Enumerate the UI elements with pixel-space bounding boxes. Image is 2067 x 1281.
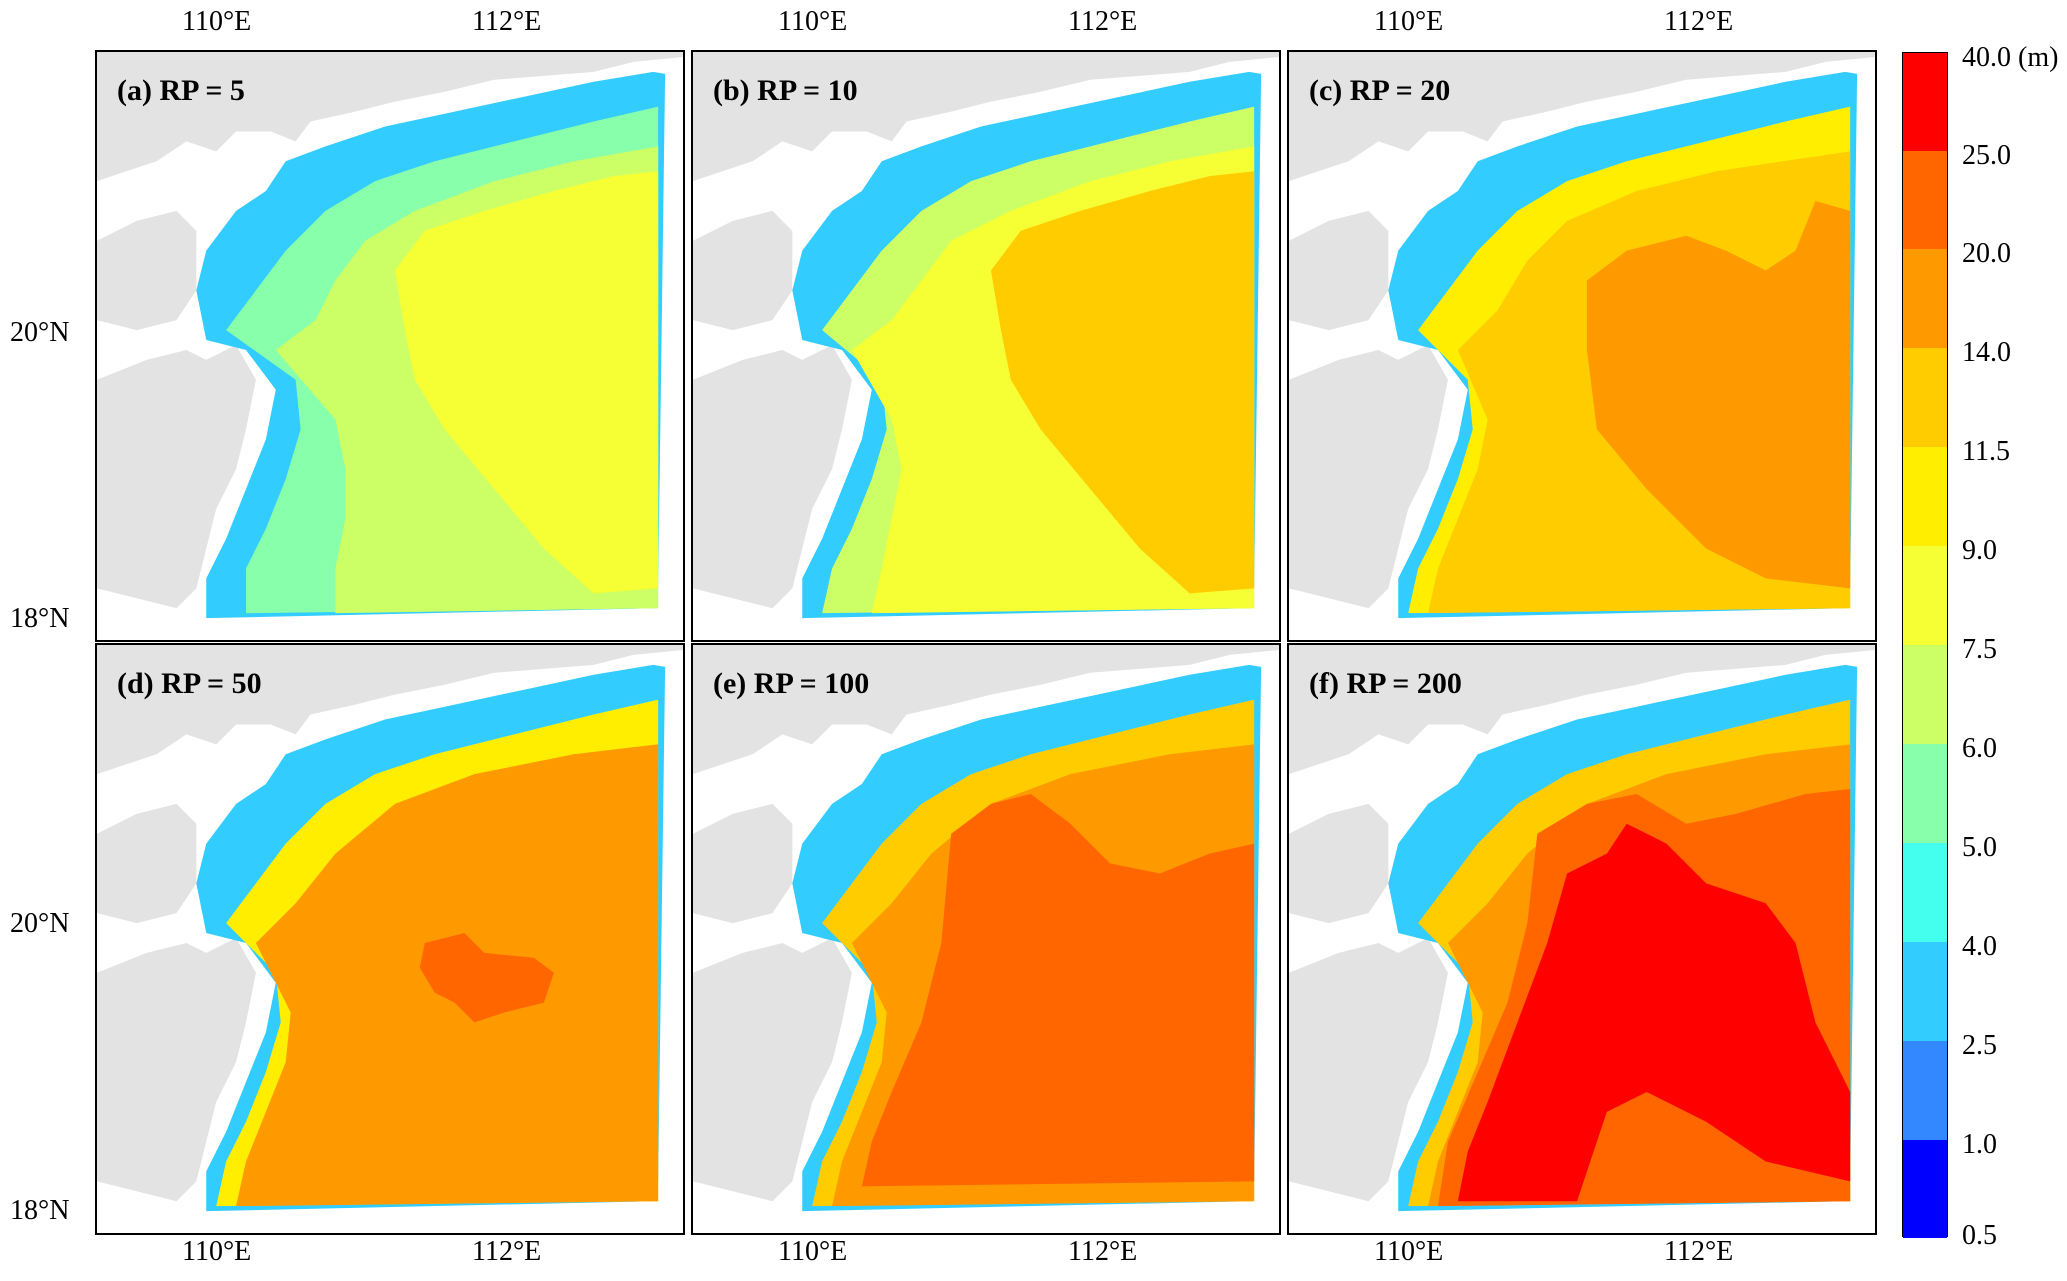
land-mass xyxy=(1289,345,1448,609)
map-panel-a: (a) RP = 5 xyxy=(95,50,685,642)
map-svg xyxy=(97,52,683,619)
land-mass xyxy=(97,345,256,609)
colorbar-seg-5 xyxy=(1903,843,1947,942)
colorbar-seg-25 xyxy=(1903,151,1947,249)
land-mass xyxy=(97,803,197,924)
colorbar-seg-20 xyxy=(1903,249,1947,348)
colorbar xyxy=(1902,52,1948,1238)
sea-region xyxy=(990,171,1255,594)
x-tick-label-bottom: 110°E xyxy=(778,1236,848,1267)
colorbar-label: 25.0 xyxy=(1962,140,2011,171)
x-tick-label-top: 112°E xyxy=(472,6,542,37)
y-tick-label: 20°N xyxy=(10,317,70,348)
colorbar-seg-2-5 xyxy=(1903,1041,1947,1140)
colorbar-label: 4.0 xyxy=(1962,931,1997,962)
colorbar-label: 6.0 xyxy=(1962,733,1997,764)
map-panel-b: (b) RP = 10 xyxy=(691,50,1281,642)
colorbar-seg-11-5 xyxy=(1903,447,1947,546)
colorbar-seg-40 xyxy=(1903,53,1947,151)
map-svg xyxy=(97,645,683,1212)
land-mass xyxy=(1289,645,1875,775)
panel-label: (e) RP = 100 xyxy=(713,667,870,700)
x-tick-label-top: 110°E xyxy=(778,6,848,37)
map-svg xyxy=(693,52,1279,619)
colorbar-seg-7-5 xyxy=(1903,645,1947,744)
x-tick-label-bottom: 112°E xyxy=(472,1236,542,1267)
sea-region xyxy=(1457,823,1851,1202)
land-mass xyxy=(97,938,256,1202)
colorbar-label: 5.0 xyxy=(1962,832,1997,863)
colorbar-seg-9 xyxy=(1903,546,1947,645)
colorbar-label: 14.0 xyxy=(1962,337,2011,368)
x-tick-label-top: 110°E xyxy=(1374,6,1444,37)
map-panel-c: (c) RP = 20 xyxy=(1287,50,1877,642)
land-mass xyxy=(1289,803,1389,924)
sea-region xyxy=(394,171,659,594)
land-mass xyxy=(693,210,793,331)
colorbar-label: 7.5 xyxy=(1962,634,1997,665)
land-mass xyxy=(97,210,197,331)
colorbar-label: 0.5 xyxy=(1962,1220,1997,1251)
sea-region xyxy=(419,933,554,1023)
land-mass xyxy=(693,645,1279,775)
land-mass xyxy=(1289,938,1448,1202)
land-mass xyxy=(1289,210,1389,331)
colorbar-seg-14 xyxy=(1903,348,1947,447)
colorbar-label-top: 40.0 (m) xyxy=(1962,42,2059,73)
colorbar-label: 1.0 xyxy=(1962,1129,1997,1160)
land-mass xyxy=(693,803,793,924)
map-svg xyxy=(1289,52,1875,619)
land-mass xyxy=(97,52,683,182)
y-tick-label: 20°N xyxy=(10,908,70,939)
land-mass xyxy=(1289,52,1875,182)
panel-label: (b) RP = 10 xyxy=(713,74,858,107)
y-tick-label: 18°N xyxy=(10,603,70,634)
y-tick-label: 18°N xyxy=(10,1195,70,1226)
x-tick-label-bottom: 110°E xyxy=(1374,1236,1444,1267)
colorbar-label: 2.5 xyxy=(1962,1030,1997,1061)
land-mass xyxy=(693,938,852,1202)
colorbar-seg-6 xyxy=(1903,744,1947,843)
map-svg xyxy=(693,645,1279,1212)
colorbar-label: 20.0 xyxy=(1962,238,2011,269)
x-tick-label-bottom: 112°E xyxy=(1068,1236,1138,1267)
colorbar-label: 11.5 xyxy=(1962,436,2010,467)
x-tick-label-top: 112°E xyxy=(1664,6,1734,37)
map-panel-e: (e) RP = 100 xyxy=(691,643,1281,1235)
land-mass xyxy=(693,345,852,609)
map-panel-f: (f) RP = 200 xyxy=(1287,643,1877,1235)
map-panel-d: (d) RP = 50 xyxy=(95,643,685,1235)
land-mass xyxy=(693,52,1279,182)
panel-label: (d) RP = 50 xyxy=(117,667,262,700)
panel-label: (f) RP = 200 xyxy=(1309,667,1462,700)
colorbar-label: 9.0 xyxy=(1962,535,1997,566)
panel-label: (a) RP = 5 xyxy=(117,74,245,107)
colorbar-seg-1 xyxy=(1903,1140,1947,1238)
panel-label: (c) RP = 20 xyxy=(1309,74,1451,107)
sea-region xyxy=(1586,200,1851,589)
x-tick-label-bottom: 110°E xyxy=(182,1236,252,1267)
x-tick-label-top: 112°E xyxy=(1068,6,1138,37)
land-mass xyxy=(97,645,683,775)
map-svg xyxy=(1289,645,1875,1212)
sea-region xyxy=(861,793,1255,1187)
x-tick-label-bottom: 112°E xyxy=(1664,1236,1734,1267)
colorbar-seg-4 xyxy=(1903,942,1947,1041)
x-tick-label-top: 110°E xyxy=(182,6,252,37)
